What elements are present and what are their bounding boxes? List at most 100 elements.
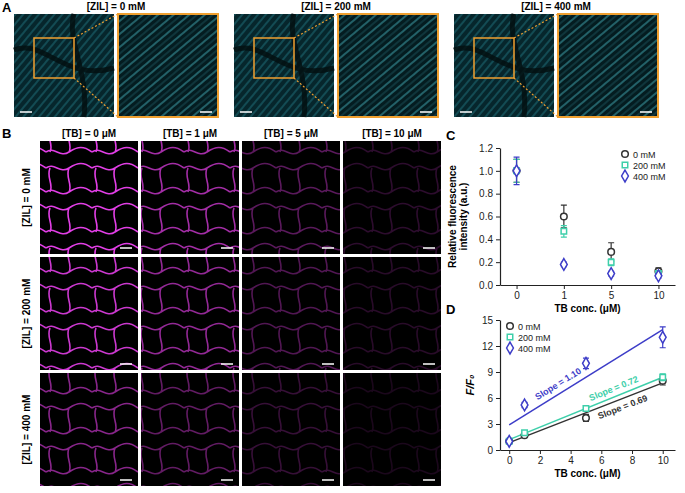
tick-label: 9 — [487, 367, 493, 378]
tick-label: 10 — [653, 290, 665, 301]
figure: ABCD[ZIL] = 0 mM[ZIL] = 200 mM[ZIL] = 40… — [0, 0, 685, 493]
scale-bar — [640, 111, 652, 113]
cell-boundary — [454, 14, 554, 117]
micrograph-signal — [40, 373, 138, 486]
marker — [660, 374, 665, 379]
scale-bar — [322, 247, 334, 249]
micrograph — [40, 373, 138, 486]
micrograph-signal — [141, 257, 239, 370]
error-bar — [583, 406, 589, 411]
micrograph — [141, 141, 239, 254]
zoom-connector — [294, 78, 338, 117]
tick: 15 — [482, 315, 500, 326]
tick: 6 — [599, 450, 605, 466]
micrograph-signal — [40, 257, 138, 370]
zoom-connector — [74, 78, 118, 117]
error-bar — [660, 374, 666, 381]
zoom-micrograph — [118, 14, 218, 117]
tick-mark — [658, 285, 659, 289]
axis: 0.00.20.40.60.81.01.2 — [479, 143, 500, 291]
axis-line — [501, 450, 676, 451]
error-bar — [514, 157, 520, 184]
scale-bar — [120, 363, 132, 365]
panel-title: [ZIL] = 400 mM — [521, 1, 591, 12]
fit-line — [509, 330, 663, 425]
scale-bar — [420, 111, 432, 113]
y-axis-title: F/F₀ — [464, 375, 476, 396]
scale-bar — [322, 363, 334, 365]
legend-marker — [507, 334, 512, 339]
tick: 1.2 — [479, 143, 500, 154]
tick-mark — [496, 346, 500, 347]
tick: 0.4 — [479, 234, 500, 245]
micrograph-group — [454, 14, 658, 117]
legend-label: 0 mM — [633, 150, 656, 160]
micrograph-signal — [242, 257, 340, 370]
row-title: [ZIL] = 400 mM — [21, 395, 32, 465]
tick-label: 12 — [482, 341, 494, 352]
micrograph-signal — [242, 373, 340, 486]
panel-label: A — [2, 0, 12, 15]
tick-mark — [601, 450, 602, 454]
tick: 2 — [538, 450, 544, 466]
scale-bar — [221, 247, 233, 249]
tick: 6 — [487, 393, 500, 404]
tick-label: 0 — [507, 455, 513, 466]
cell-boundary — [234, 14, 334, 117]
marker — [583, 415, 590, 422]
micrograph — [40, 141, 138, 254]
micrograph-group — [14, 14, 218, 117]
tick-mark — [496, 262, 500, 263]
error-bar — [561, 205, 567, 228]
x-axis-title: TB conc. (μM) — [554, 303, 620, 314]
tick: 0 — [487, 445, 500, 456]
scale-bar — [423, 363, 435, 365]
marker — [608, 249, 615, 256]
y-axis-title: intensity (a.u.) — [458, 183, 469, 251]
micrograph-signal — [343, 373, 441, 486]
tick: 8 — [630, 450, 636, 466]
tick: 0.0 — [479, 280, 500, 291]
tick-label: 8 — [630, 455, 636, 466]
micrograph-group — [234, 14, 438, 117]
marker — [561, 213, 568, 220]
legend-marker — [622, 151, 629, 158]
x-axis-title: TB conc. (μM) — [554, 468, 620, 479]
micrograph — [242, 257, 340, 370]
axis: 01510 — [501, 285, 676, 301]
tick: 1.0 — [479, 166, 500, 177]
tick: 10 — [658, 450, 670, 466]
tick-mark — [509, 450, 510, 454]
tick-label: 0 — [487, 445, 493, 456]
error-bar — [561, 226, 567, 237]
tick: 10 — [653, 285, 665, 301]
y-axis-title: Relative fluorescence — [447, 165, 458, 268]
tick-label: 5 — [609, 290, 615, 301]
chart: 0.00.20.40.60.81.01.201510TB conc. (μM)R… — [447, 143, 676, 314]
series — [506, 374, 666, 444]
legend: 0 mM200 mM400 mM — [507, 322, 551, 354]
scale-bar — [200, 111, 212, 113]
micrograph — [141, 257, 239, 370]
tick-mark — [496, 285, 500, 286]
panel-title: [ZIL] = 200 mM — [301, 1, 371, 12]
scale-bar — [120, 247, 132, 249]
axis-line — [500, 149, 501, 286]
marker — [583, 357, 590, 369]
series — [506, 376, 666, 444]
micrograph — [40, 257, 138, 370]
micrograph-signal — [141, 373, 239, 486]
marker — [583, 406, 588, 411]
tick-label: 0.4 — [479, 234, 493, 245]
row-title: [ZIL] = 200 mM — [21, 279, 32, 349]
marker — [522, 430, 527, 435]
tick: 12 — [482, 341, 500, 352]
tick-label: 3 — [487, 419, 493, 430]
row-title: [ZIL] = 0 mM — [21, 168, 32, 227]
scale-bar — [120, 479, 132, 481]
fit-line — [509, 377, 663, 439]
scale-bar — [240, 111, 252, 113]
scale-bar — [221, 363, 233, 365]
micrograph-signal — [343, 257, 441, 370]
marker — [506, 435, 513, 447]
